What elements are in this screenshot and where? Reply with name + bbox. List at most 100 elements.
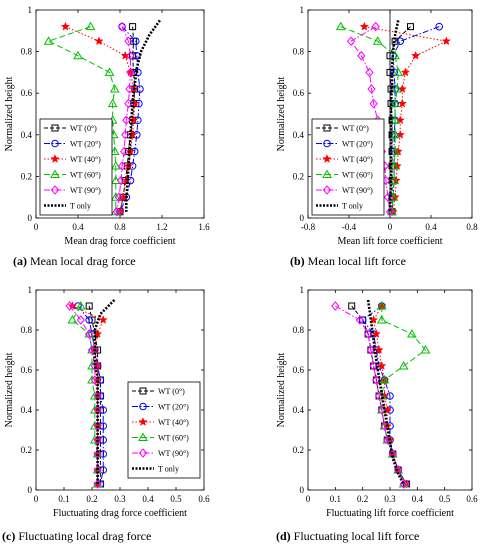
marker-s3-leg <box>138 432 148 441</box>
marker-s3-12 <box>398 478 409 488</box>
marker-s2-0 <box>60 21 71 31</box>
marker-s3-5 <box>379 374 390 384</box>
legend-label-2: WT (40°) <box>70 155 101 164</box>
marker-s2-2 <box>120 50 130 60</box>
marker-s3-0 <box>75 300 86 310</box>
caption-text: Fluctuating local drag force <box>15 529 151 543</box>
x-tick-label: 0 <box>388 222 393 232</box>
x-axis-label: Mean lift force coefficient <box>337 236 442 247</box>
legend-label-5: T only <box>158 465 179 474</box>
x-tick-label: 0 <box>306 494 311 504</box>
marker-s2-leg <box>322 154 332 163</box>
marker-s2-2 <box>410 50 421 60</box>
y-tick-label: 0 <box>300 213 305 223</box>
series-line-1 <box>119 26 141 212</box>
legend-label-3: WT (60°) <box>158 434 189 443</box>
marker-s2-leg <box>138 417 148 426</box>
x-tick-label: 0.4 <box>412 494 424 504</box>
y-tick-label: 0 <box>28 213 33 223</box>
y-tick-label: 0.2 <box>293 445 304 455</box>
x-tick-label: 0.3 <box>384 494 396 504</box>
marker-s0-0 <box>85 302 93 310</box>
marker-s4-12 <box>385 207 395 217</box>
legend-label-4: WT (90°) <box>70 186 101 195</box>
marker-s4-1 <box>355 315 365 325</box>
marker-s3-1 <box>67 314 78 324</box>
marker-s3-2 <box>73 50 83 60</box>
panel-caption: (b) Mean local lift force <box>290 254 406 268</box>
series-line-5 <box>93 299 116 484</box>
marker-s4-3 <box>366 345 376 355</box>
marker-s4-3 <box>365 67 374 78</box>
legend-label-0: WT (0°) <box>158 387 185 396</box>
legend-0: WT (0°) WT (20°) WT (40°) WT (60°) WT (90°) T… <box>39 118 113 216</box>
panel-caption: (a) Mean local drag force <box>13 254 136 268</box>
series-5 <box>125 19 161 212</box>
marker-s1-leg <box>139 402 147 411</box>
marker-s4-leg <box>50 185 60 195</box>
marker-s4-0 <box>331 301 340 311</box>
marker-s4-5 <box>372 375 381 385</box>
marker-s0-0 <box>129 23 137 31</box>
caption-text: Fluctuating local lift force <box>291 529 420 543</box>
legend-label-1: WT (20°) <box>342 140 373 149</box>
marker-s4-4 <box>369 361 378 371</box>
legend-label-4: WT (90°) <box>158 449 189 458</box>
plot-frame <box>307 289 473 491</box>
marker-s3-1 <box>372 36 383 45</box>
marker-s2-11 <box>118 192 128 202</box>
x-tick-label: -0.4 <box>342 222 357 232</box>
x-tick-label: 0.8 <box>466 222 478 232</box>
marker-s4-0 <box>117 21 127 32</box>
marker-s0-0 <box>407 23 414 31</box>
marker-s2-6 <box>395 115 405 125</box>
marker-s4-1 <box>346 36 356 46</box>
marker-s3-0 <box>335 21 346 31</box>
y-tick-label: 0.4 <box>293 405 305 415</box>
series-5 <box>93 299 116 484</box>
marker-s4-5 <box>369 98 378 109</box>
marker-s4-0 <box>371 21 380 32</box>
marker-s2-6 <box>129 115 139 125</box>
marker-s0-2 <box>129 52 137 60</box>
marker-s4-2 <box>126 51 135 61</box>
marker-s2-leg <box>50 154 60 163</box>
marker-s0-0 <box>348 302 356 310</box>
marker-s4-11 <box>114 192 124 202</box>
marker-s3-7 <box>390 129 400 139</box>
marker-s3-4 <box>398 360 409 370</box>
x-tick-label: 0.4 <box>425 222 437 232</box>
marker-s2-7 <box>395 129 405 139</box>
marker-s0-leg <box>51 124 59 132</box>
legend-box <box>311 118 385 216</box>
marker-s0-3 <box>386 68 394 76</box>
marker-s2-3 <box>400 67 411 77</box>
marker-s3-9 <box>110 160 121 170</box>
y-tick-label: 0.6 <box>21 88 33 98</box>
marker-s3-3 <box>393 67 404 76</box>
marker-s4-3 <box>126 67 135 78</box>
y-tick-label: 0.2 <box>293 171 304 181</box>
y-tick-label: 0.6 <box>21 365 33 375</box>
y-tick-label: 0.8 <box>21 47 33 57</box>
y-tick-label: 0 <box>300 485 305 495</box>
y-tick-label: 0.8 <box>293 47 305 57</box>
marker-s2-5 <box>397 98 407 108</box>
x-tick-label: 1.2 <box>156 222 167 232</box>
marker-s4-9 <box>117 161 127 171</box>
x-tick-label: 0.4 <box>142 494 154 504</box>
series-1 <box>74 302 107 488</box>
marker-s1-leg <box>323 139 331 148</box>
x-tick-label: 0.1 <box>58 494 69 504</box>
marker-s3-4 <box>392 84 403 93</box>
marker-s3-0 <box>85 21 96 31</box>
marker-s3-1 <box>43 36 54 45</box>
legend-2: WT (0°) WT (20°) WT (40°) WT (60°) WT (90°) T… <box>127 381 201 479</box>
marker-s3-8 <box>89 420 100 430</box>
marker-s3-0 <box>376 300 387 310</box>
marker-s0-leg <box>323 124 331 132</box>
caption-label: (b) <box>290 254 305 268</box>
y-tick-label: 0.2 <box>21 171 32 181</box>
legend-1: WT (0°) WT (20°) WT (40°) WT (60°) WT (90°) T… <box>311 118 385 216</box>
y-tick-label: 0 <box>28 485 33 495</box>
